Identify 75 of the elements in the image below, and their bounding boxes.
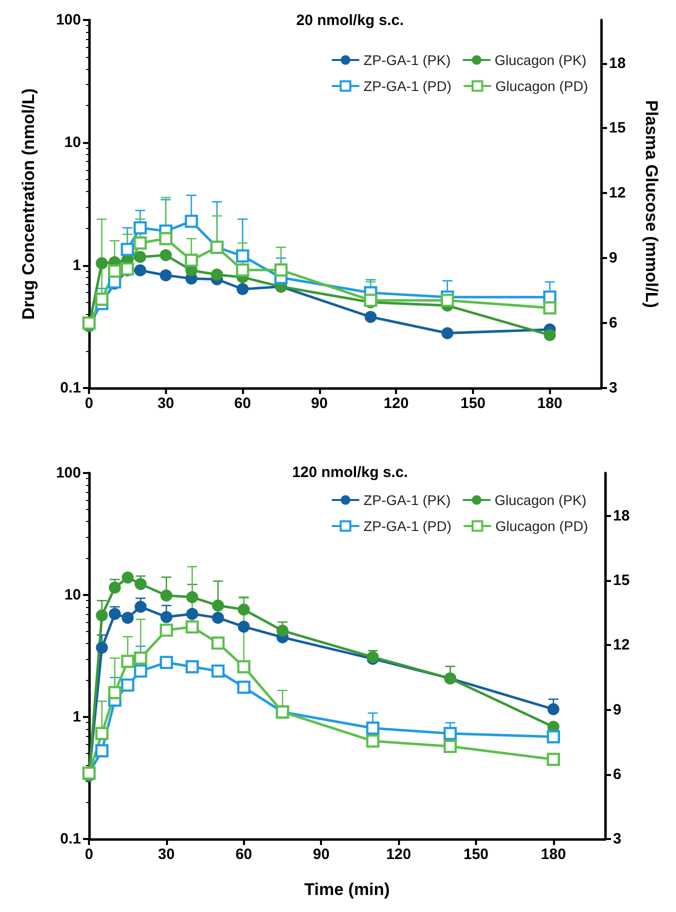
x-tick-label: 30	[157, 395, 174, 412]
y-tick-label: 100	[56, 464, 81, 482]
point	[238, 620, 250, 633]
x-tick-label: 30	[158, 846, 175, 863]
point	[186, 608, 198, 620]
point	[238, 604, 250, 616]
x-tick-label: 180	[540, 846, 566, 863]
y2-tick-label: 3	[613, 830, 622, 848]
point	[364, 310, 377, 323]
point	[134, 250, 146, 263]
y2-axis-title: Plasma Glucose (mmol/L)	[642, 100, 661, 308]
point	[96, 257, 108, 270]
y2-tick-label: 6	[613, 766, 622, 783]
x-tick-label: 0	[84, 395, 94, 412]
x-tick-label: 120	[386, 846, 412, 863]
point	[160, 611, 172, 624]
x-tick-label: 90	[311, 395, 328, 412]
point	[160, 269, 172, 282]
y2-tick-label: 18	[609, 54, 626, 72]
y2-tick-label: 9	[609, 250, 618, 267]
y-tick-label: 10	[64, 134, 81, 152]
legend-label: ZP-GA-1 (PD)	[364, 518, 452, 534]
legend-label: Glucagon (PK)	[494, 492, 586, 508]
x-tick-label: 150	[463, 846, 489, 863]
point	[108, 582, 121, 594]
y2-tick-label: 3	[609, 380, 618, 396]
point	[96, 609, 108, 622]
point	[160, 590, 172, 602]
point	[160, 249, 172, 262]
point	[134, 264, 146, 276]
y2-tick-label: 6	[609, 314, 618, 332]
y2-tick-label: 15	[609, 120, 626, 137]
y2-tick-label: 12	[613, 636, 630, 654]
legend-label: ZP-GA-1 (PK)	[364, 492, 451, 508]
y-tick-label: 0.1	[60, 830, 81, 848]
legend-label: ZP-GA-1 (PD)	[364, 78, 452, 94]
x-tick-label: 120	[384, 395, 409, 412]
chart-title: 120 nmol/kg s.c.	[292, 464, 408, 481]
point	[186, 591, 198, 604]
legend-label: Glucagon (PK)	[494, 52, 586, 68]
legend-label: Glucagon (PD)	[495, 518, 588, 534]
point	[236, 283, 249, 296]
legend-label: Glucagon (PD)	[495, 78, 588, 94]
chart-title: 20 nmol/kg s.c.	[296, 12, 404, 29]
point	[122, 572, 134, 584]
y2-tick-label: 15	[613, 572, 630, 590]
x-tick-label: 60	[234, 395, 251, 412]
point	[276, 624, 288, 637]
x-tick-label: 60	[235, 846, 252, 863]
y-axis-title: Drug Concentration (nmol/L)	[19, 88, 38, 320]
y-tick-label: 10	[64, 586, 81, 604]
point	[108, 608, 121, 620]
point	[441, 327, 454, 340]
y-tick-label: 1	[72, 256, 81, 274]
point	[134, 578, 147, 590]
x-tick-label: 180	[537, 395, 562, 412]
y2-tick-label: 12	[609, 184, 626, 202]
point	[134, 600, 147, 613]
y-tick-label: 1	[72, 708, 81, 726]
x-axis-title: Time (min)	[304, 880, 390, 899]
x-tick-label: 150	[460, 395, 486, 412]
y2-tick-label: 18	[613, 508, 630, 525]
point	[211, 268, 223, 281]
legend-label: ZP-GA-1 (PK)	[364, 52, 451, 68]
x-tick-label: 0	[84, 846, 94, 863]
y-tick-label: 0.1	[60, 380, 81, 396]
point	[544, 329, 556, 342]
y-tick-label: 100	[56, 12, 81, 28]
point	[547, 703, 560, 716]
x-tick-label: 90	[312, 846, 330, 863]
point	[212, 600, 224, 612]
point	[212, 612, 224, 624]
point	[96, 642, 108, 654]
y2-tick-label: 9	[613, 701, 622, 718]
point	[122, 612, 134, 624]
